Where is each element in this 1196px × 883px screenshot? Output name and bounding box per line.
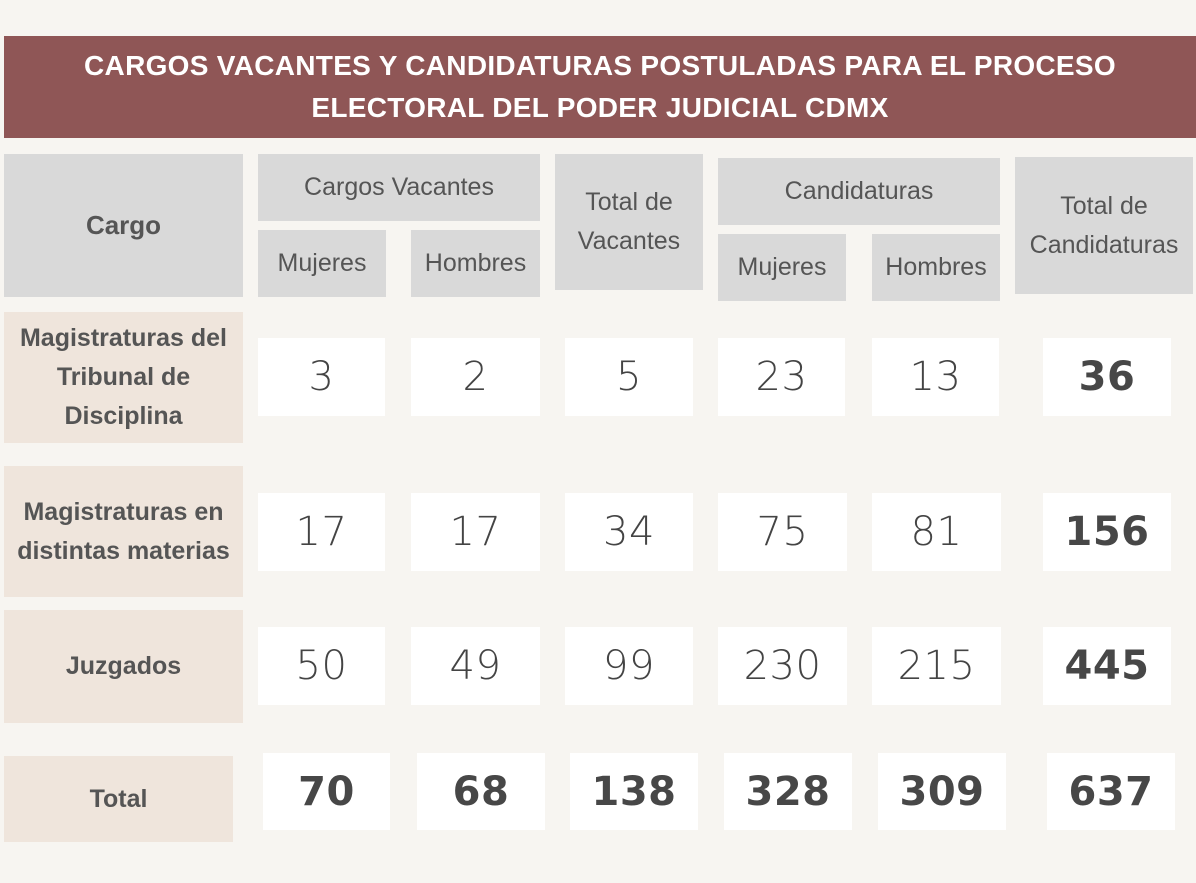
header-total-vacantes: Total de Vacantes [555,154,703,290]
table-cell-total: 68 [417,753,545,830]
table-cell-total: 328 [724,753,852,830]
header-total-candidaturas: Total de Candidaturas [1015,157,1193,294]
table-title-text: CARGOS VACANTES Y CANDIDATURAS POSTULADA… [84,50,1116,123]
table-cell-total: 445 [1043,627,1171,705]
header-candidaturas: Candidaturas [718,158,1000,225]
table-cell: 5 [565,338,693,416]
table-cell: 75 [718,493,847,571]
table-cell-total: 156 [1043,493,1171,571]
table-cell: 17 [411,493,540,571]
table-cell: 230 [718,627,847,705]
table-cell: 49 [411,627,540,705]
table-cell-total: 637 [1047,753,1175,830]
header-vacantes-hombres: Hombres [411,230,540,297]
table-title: CARGOS VACANTES Y CANDIDATURAS POSTULADA… [4,36,1196,138]
row-label-total: Total [4,756,233,842]
table-cell: 13 [872,338,999,416]
table-cell: 17 [258,493,385,571]
table-cell: 99 [565,627,693,705]
table-cell: 81 [872,493,1001,571]
table-cell: 34 [565,493,693,571]
header-cargo: Cargo [4,154,243,297]
header-cargos-vacantes: Cargos Vacantes [258,154,540,221]
header-candidaturas-mujeres: Mujeres [718,234,846,301]
table-cell: 215 [872,627,1001,705]
table-cell: 3 [258,338,385,416]
table-cell: 23 [718,338,845,416]
row-label-distintas-materias: Magistraturas en distintas materias [4,466,243,597]
table-cell-total: 309 [878,753,1006,830]
table-cell-total: 70 [263,753,390,830]
table-cell-total: 36 [1043,338,1171,416]
row-label-juzgados: Juzgados [4,610,243,723]
table-cell: 50 [258,627,385,705]
table-cell-total: 138 [570,753,698,830]
header-candidaturas-hombres: Hombres [872,234,1000,301]
header-vacantes-mujeres: Mujeres [258,230,386,297]
row-label-tribunal-disciplina: Magistraturas del Tribunal de Disciplina [4,312,243,443]
table-cell: 2 [411,338,540,416]
